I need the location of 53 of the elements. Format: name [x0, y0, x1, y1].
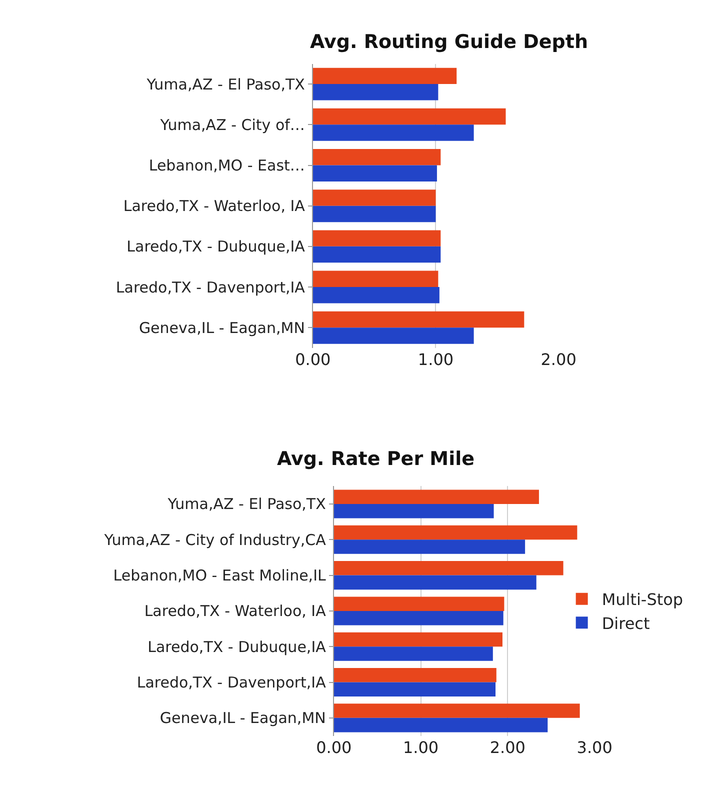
- legend-label: Direct: [602, 614, 650, 633]
- x-tick-label: 2.00: [540, 350, 576, 369]
- bar: [312, 311, 524, 328]
- bar: [334, 525, 578, 540]
- y-tick-label: Laredo,TX - Dubuque,IA: [126, 238, 306, 256]
- bar: [312, 230, 441, 246]
- y-tick-label: Laredo,TX - Waterloo, IA: [144, 602, 327, 620]
- legend-label: Multi-Stop: [602, 590, 684, 610]
- y-tick-label: Laredo,TX - Dubuque,IA: [148, 638, 327, 656]
- y-tick-label: Yuma,AZ - City of Industry,CA: [103, 530, 327, 549]
- bar: [334, 596, 504, 611]
- bar: [312, 246, 441, 263]
- y-tick-label: Yuma,AZ - El Paso,TX: [166, 495, 326, 514]
- x-tick-label: 0.00: [295, 350, 331, 369]
- bar: [312, 149, 441, 166]
- bar: [334, 646, 493, 661]
- x-tick-label: 0.00: [316, 738, 352, 757]
- bar: [334, 490, 539, 504]
- y-tick-label: Laredo,TX - Waterloo, IA: [123, 197, 306, 216]
- y-tick-label: Lebanon,MO - East Moline,IL: [113, 566, 327, 585]
- x-tick-label: 3.00: [576, 738, 612, 757]
- bar: [312, 68, 457, 84]
- bar: [334, 682, 496, 697]
- bar: [312, 287, 440, 304]
- y-tick-label: Laredo,TX - Davenport,IA: [136, 674, 327, 692]
- bar: [334, 610, 504, 626]
- x-tick-label: 1.00: [402, 738, 439, 757]
- bar: [312, 165, 437, 182]
- bar: [312, 190, 436, 206]
- bar: [312, 206, 436, 222]
- bar: [334, 704, 580, 718]
- y-tick-label: Lebanon,MO - East…: [148, 156, 305, 174]
- bar: [312, 124, 474, 141]
- bar: [312, 108, 506, 125]
- y-tick-label: Geneva,IL - Eagan,MN: [138, 318, 305, 337]
- y-tick-label: Yuma,AZ - El Paso,TX: [146, 75, 305, 94]
- y-tick-label: Laredo,TX - Davenport,IA: [116, 278, 306, 296]
- bar: [334, 575, 536, 590]
- bar: [334, 561, 564, 576]
- y-tick-label: Yuma,AZ - City of…: [159, 116, 305, 134]
- x-tick-label: 2.00: [490, 738, 526, 757]
- bar: [334, 632, 502, 647]
- bar: [312, 328, 474, 344]
- bar: [312, 84, 438, 100]
- bar: [312, 270, 438, 288]
- bar: [334, 718, 548, 732]
- y-tick-label: Geneva,IL - Eagan,MN: [160, 709, 326, 728]
- chart-title: Avg. Routing Guide Depth: [310, 31, 588, 53]
- bar: [334, 668, 496, 682]
- chart-title: Avg. Rate Per Mile: [277, 448, 474, 470]
- x-tick-label: 1.00: [418, 350, 454, 369]
- bar: [334, 504, 494, 518]
- bar: [334, 540, 526, 554]
